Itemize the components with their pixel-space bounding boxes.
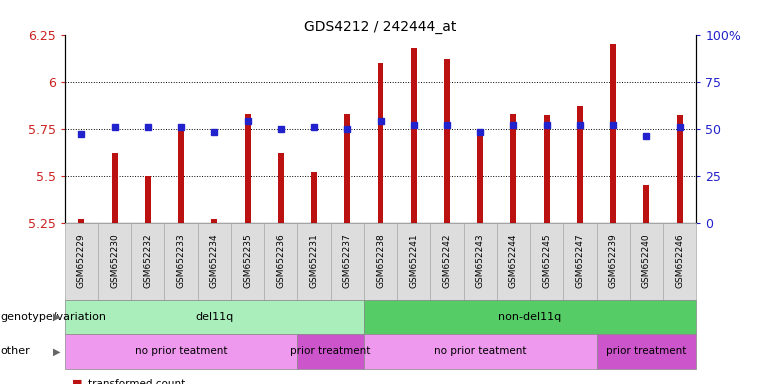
Text: prior treatment: prior treatment	[291, 346, 371, 356]
Bar	[543, 116, 549, 223]
Text: no prior teatment: no prior teatment	[434, 346, 527, 356]
Text: transformed count: transformed count	[88, 379, 185, 384]
Bar	[444, 59, 450, 223]
Text: genotype/variation: genotype/variation	[0, 312, 106, 322]
Bar	[644, 185, 649, 223]
Bar	[112, 153, 117, 223]
Text: non-del11q: non-del11q	[498, 312, 562, 322]
Text: GSM652231: GSM652231	[310, 234, 319, 288]
Bar	[610, 44, 616, 223]
Bar	[344, 114, 350, 223]
Bar	[577, 106, 583, 223]
Text: GSM652232: GSM652232	[143, 234, 152, 288]
Bar	[377, 63, 384, 223]
Text: GSM652242: GSM652242	[442, 234, 451, 288]
Text: GSM652247: GSM652247	[575, 234, 584, 288]
Text: GSM652235: GSM652235	[243, 234, 252, 288]
Bar	[212, 219, 218, 223]
Bar	[78, 219, 84, 223]
Text: GSM652244: GSM652244	[509, 234, 518, 288]
Bar	[145, 176, 151, 223]
Text: GSM652229: GSM652229	[77, 234, 86, 288]
Text: GSM652230: GSM652230	[110, 234, 119, 288]
Bar	[311, 172, 317, 223]
Bar	[278, 153, 284, 223]
Bar	[411, 48, 417, 223]
Text: GSM652233: GSM652233	[177, 234, 186, 288]
Text: GSM652236: GSM652236	[276, 234, 285, 288]
Bar	[511, 114, 517, 223]
Bar	[244, 114, 250, 223]
Text: GSM652234: GSM652234	[210, 234, 218, 288]
Bar	[477, 129, 483, 223]
Text: prior treatment: prior treatment	[607, 346, 686, 356]
Bar	[677, 116, 683, 223]
Title: GDS4212 / 242444_at: GDS4212 / 242444_at	[304, 20, 457, 33]
Text: GSM652246: GSM652246	[675, 234, 684, 288]
Text: GSM652243: GSM652243	[476, 234, 485, 288]
Text: GSM652238: GSM652238	[376, 234, 385, 288]
Bar	[178, 129, 184, 223]
Text: GSM652241: GSM652241	[409, 234, 419, 288]
Text: ▶: ▶	[53, 312, 61, 322]
Text: GSM652237: GSM652237	[342, 234, 352, 288]
Text: ■: ■	[72, 379, 83, 384]
Text: GSM652245: GSM652245	[543, 234, 551, 288]
Text: ▶: ▶	[53, 346, 61, 356]
Text: GSM652240: GSM652240	[642, 234, 651, 288]
Text: del11q: del11q	[195, 312, 234, 322]
Text: no prior teatment: no prior teatment	[135, 346, 228, 356]
Text: other: other	[0, 346, 30, 356]
Text: GSM652239: GSM652239	[609, 234, 618, 288]
